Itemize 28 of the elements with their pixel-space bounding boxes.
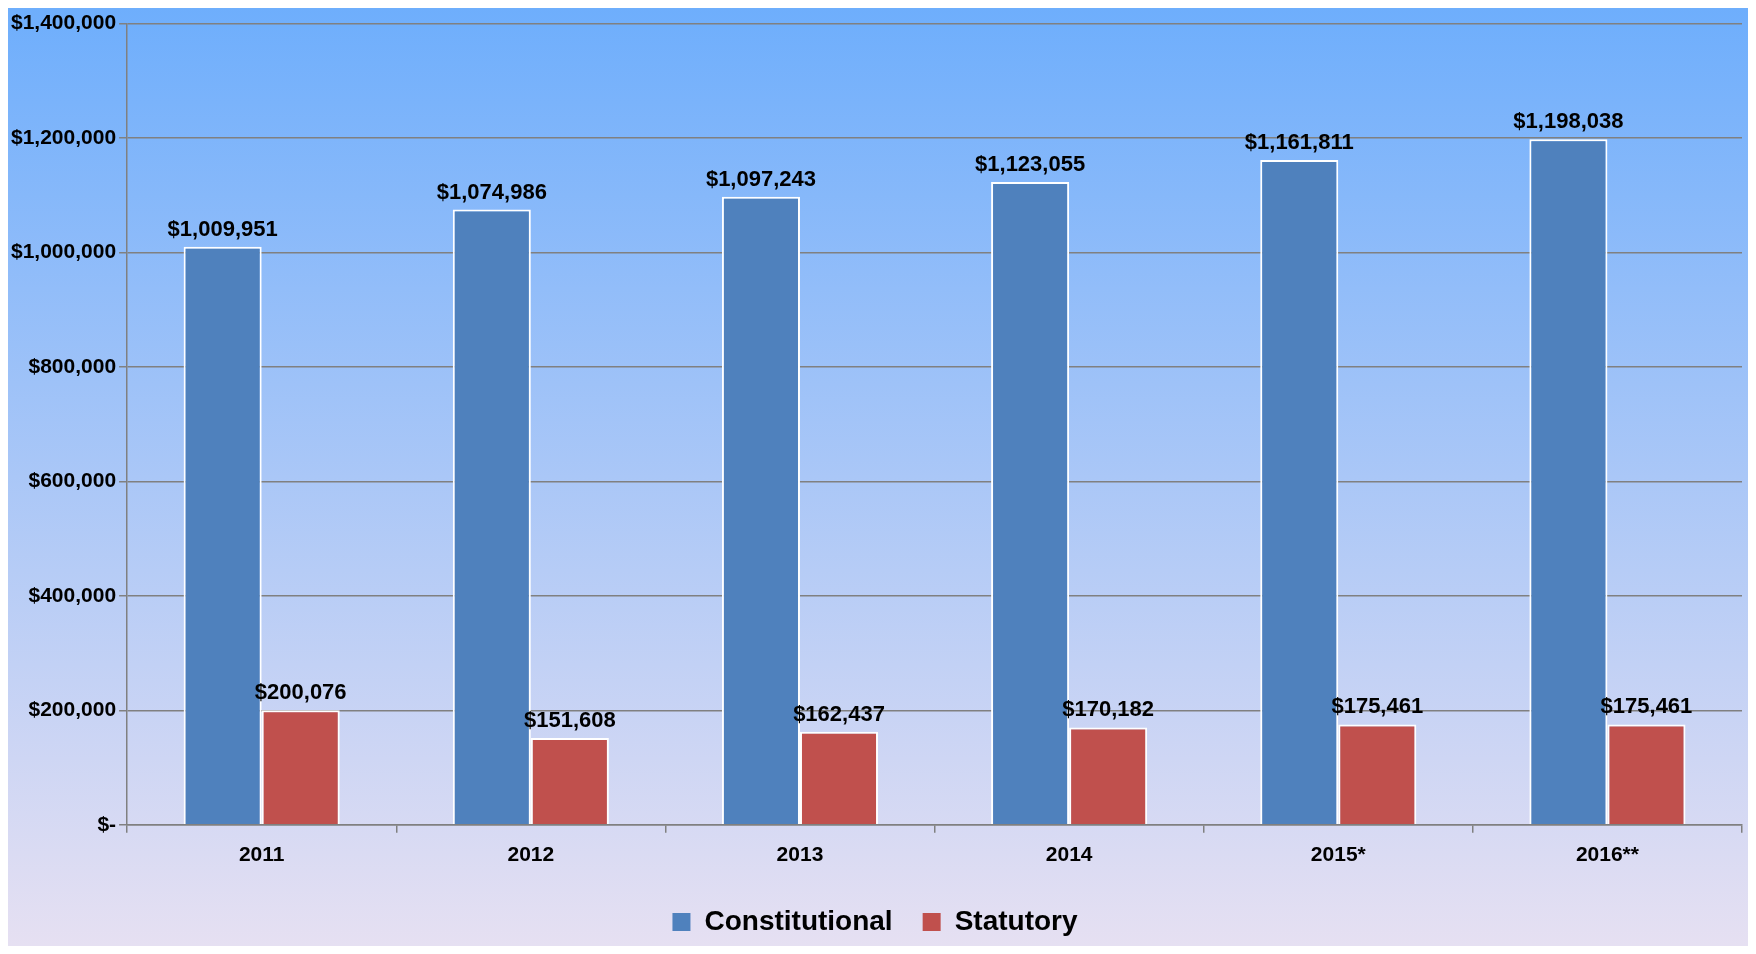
y-tick-label: $200,000 [28, 697, 117, 721]
y-tick-label: $1,400,000 [10, 10, 117, 34]
data-label: $1,097,243 [705, 165, 816, 191]
x-tick-label: 2011 [238, 842, 285, 866]
data-label: $1,074,986 [436, 178, 547, 204]
x-tick-label: 2015* [1310, 842, 1367, 866]
legend-label: Statutory [954, 904, 1078, 936]
data-label: $200,076 [254, 679, 347, 705]
data-label: $1,009,951 [167, 215, 278, 241]
data-label: $175,461 [1600, 693, 1693, 719]
data-label: $151,608 [523, 707, 616, 733]
y-tick-label: $1,000,000 [10, 239, 117, 263]
x-tick-label: 2016** [1575, 842, 1640, 866]
data-label: $175,461 [1331, 693, 1424, 719]
x-tick-label: 2014 [1045, 842, 1093, 866]
y-tick-label: $- [97, 811, 117, 835]
data-label: $1,198,038 [1513, 108, 1624, 134]
data-label: $162,437 [793, 700, 885, 726]
data-label: $1,161,811 [1244, 128, 1354, 154]
legend-label: Constitutional [704, 904, 893, 936]
data-label: $170,182 [1062, 696, 1155, 722]
y-tick-label: $400,000 [28, 582, 117, 606]
y-tick-label: $800,000 [28, 353, 117, 377]
x-tick-label: 2013 [776, 842, 824, 866]
y-tick-label: $1,200,000 [10, 124, 117, 148]
data-label: $1,123,055 [975, 151, 1086, 177]
x-tick-label: 2012 [507, 842, 555, 866]
y-tick-label: $600,000 [28, 468, 117, 492]
